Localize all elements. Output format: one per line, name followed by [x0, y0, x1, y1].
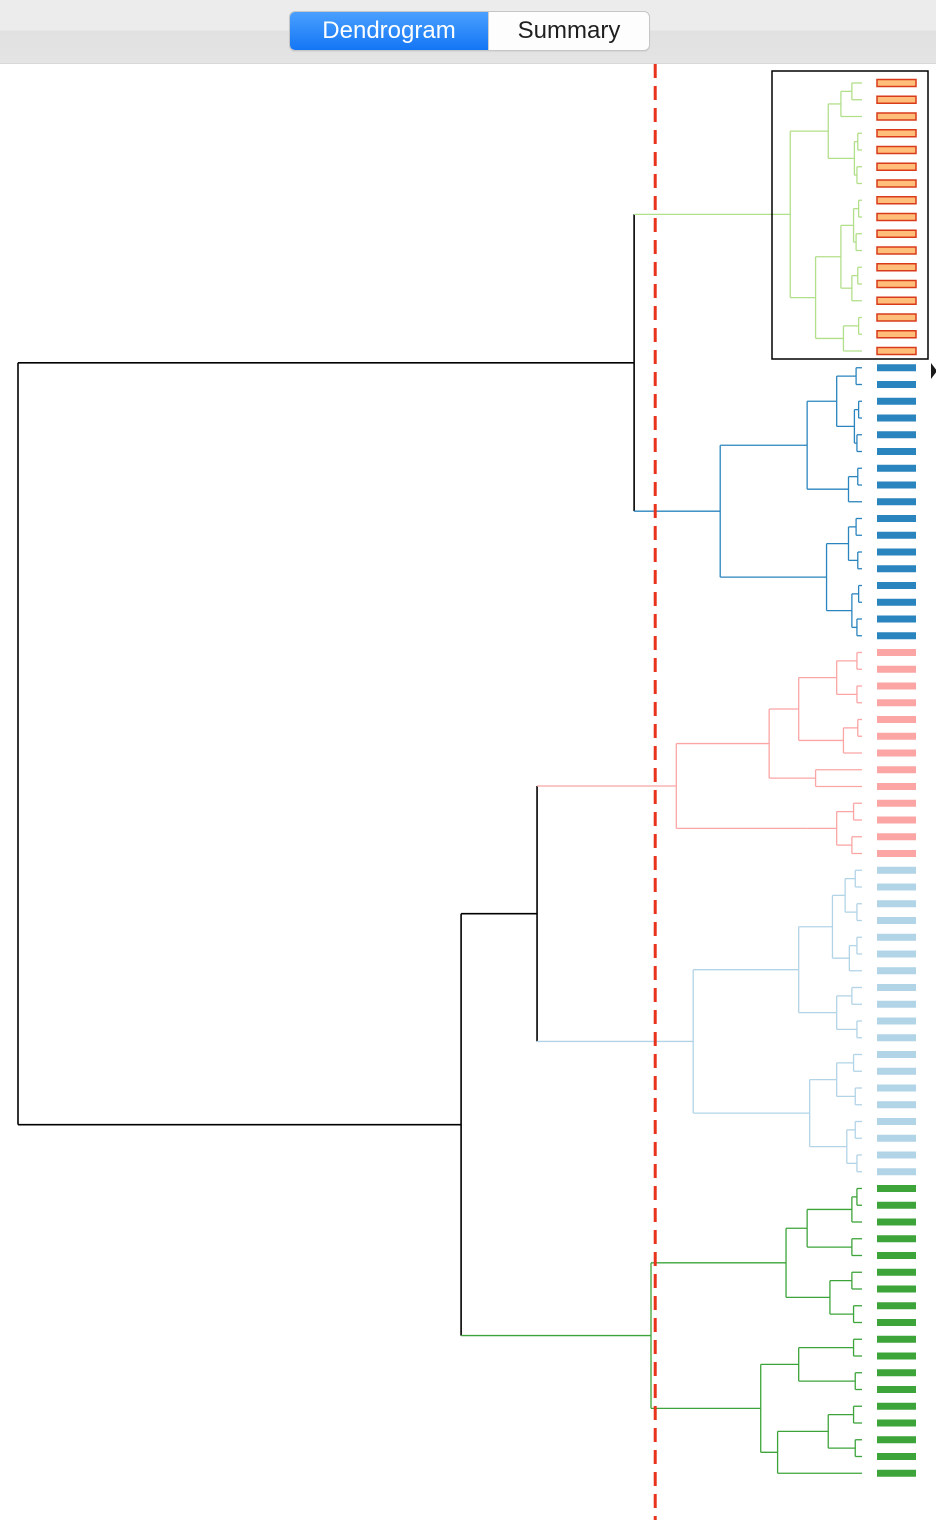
leaf-marker-17	[877, 364, 916, 372]
leaf-marker-59	[877, 1067, 916, 1075]
leaf-marker-56	[877, 1017, 916, 1025]
leaf-marker-47	[877, 866, 916, 874]
leaf-marker-55	[877, 1000, 916, 1008]
leaf-marker-23	[877, 464, 916, 472]
leaf-marker-60	[877, 1084, 916, 1092]
leaf-marker-71	[877, 1268, 916, 1276]
leaf-marker-70	[877, 1252, 916, 1259]
leaf-marker-31	[877, 598, 916, 606]
leaf-marker-35	[877, 665, 916, 673]
leaf-marker-81	[877, 1436, 916, 1444]
leaf-marker-3	[876, 129, 917, 138]
leaf-marker-82	[877, 1453, 916, 1460]
leaf-marker-13	[876, 296, 917, 305]
leaf-marker-48	[877, 883, 916, 891]
leaf-marker-26	[877, 515, 916, 522]
leaf-marker-0	[876, 78, 917, 88]
leaf-marker-6	[876, 179, 917, 188]
leaf-marker-18	[877, 381, 916, 388]
leaf-marker-8	[876, 212, 917, 222]
leaf-marker-50	[877, 917, 916, 924]
leaf-marker-28	[877, 548, 916, 556]
leaf-marker-54	[877, 984, 916, 991]
leaf-marker-5	[876, 162, 917, 171]
leaf-marker-36	[877, 682, 916, 690]
leaf-marker-76	[877, 1352, 916, 1360]
dendrogram-chart[interactable]	[0, 64, 936, 1520]
leaf-marker-27	[877, 531, 916, 539]
leaf-marker-12	[876, 279, 917, 289]
toolbar: Dendrogram Summary	[0, 0, 936, 64]
leaf-marker-34	[877, 649, 916, 656]
leaf-marker-43	[877, 799, 916, 807]
leaf-marker-39	[877, 732, 916, 740]
leaf-marker-52	[877, 950, 916, 958]
leaf-marker-22	[877, 448, 916, 455]
leaf-marker-16	[876, 346, 917, 356]
leaf-marker-77	[877, 1369, 916, 1377]
leaf-marker-30	[877, 582, 916, 589]
leaf-marker-79	[877, 1402, 916, 1410]
leaf-marker-40	[877, 749, 916, 757]
leaf-marker-20	[877, 414, 916, 422]
leaf-marker-2	[876, 112, 917, 121]
leaf-marker-37	[877, 699, 916, 707]
leaf-marker-42	[877, 783, 916, 790]
leaf-marker-7	[876, 196, 917, 205]
leaf-marker-78	[877, 1386, 916, 1393]
leaf-marker-32	[877, 615, 916, 623]
leaf-marker-19	[877, 397, 916, 405]
leaf-marker-41	[877, 766, 916, 774]
tab-dendrogram[interactable]: Dendrogram	[290, 12, 488, 50]
selection-box	[771, 70, 929, 360]
leaf-marker-10	[876, 246, 917, 255]
leaf-marker-33	[877, 632, 916, 640]
leaf-marker-57	[877, 1034, 916, 1042]
view-segmented-control[interactable]: Dendrogram Summary	[289, 11, 650, 51]
leaf-marker-25	[877, 498, 916, 506]
leaf-marker-83	[877, 1469, 916, 1477]
leaf-marker-4	[876, 145, 917, 155]
leaf-marker-68	[877, 1218, 916, 1226]
leaf-marker-67	[877, 1201, 916, 1209]
leaf-marker-58	[877, 1051, 916, 1058]
leaf-marker-80	[877, 1419, 916, 1427]
leaf-marker-61	[877, 1101, 916, 1109]
leaf-marker-24	[877, 481, 916, 489]
leaf-marker-74	[877, 1319, 916, 1326]
leaf-marker-14	[876, 313, 917, 322]
leaf-marker-9	[876, 229, 917, 238]
leaf-marker-64	[877, 1151, 916, 1159]
leaf-marker-63	[877, 1134, 916, 1142]
leaf-marker-51	[877, 933, 916, 941]
tab-summary[interactable]: Summary	[488, 12, 649, 50]
leaf-marker-38	[877, 716, 916, 723]
leaf-marker-73	[877, 1302, 916, 1310]
leaf-marker-21	[877, 431, 916, 439]
leaf-marker-75	[877, 1335, 916, 1343]
leaf-marker-11	[876, 263, 917, 272]
leaf-marker-46	[877, 850, 916, 857]
leaf-marker-53	[877, 967, 916, 975]
leaf-marker-49	[877, 900, 916, 908]
leaf-marker-66	[877, 1185, 916, 1192]
leaf-marker-69	[877, 1235, 916, 1243]
leaf-marker-45	[877, 833, 916, 841]
leaf-marker-65	[877, 1168, 916, 1176]
leaf-marker-29	[877, 565, 916, 573]
leaf-marker-62	[877, 1118, 916, 1125]
leaf-marker-72	[877, 1285, 916, 1293]
leaf-marker-15	[876, 330, 917, 339]
leaf-marker-44	[877, 816, 916, 824]
cursor-arrow-icon	[931, 363, 936, 379]
leaf-marker-1	[876, 95, 917, 104]
